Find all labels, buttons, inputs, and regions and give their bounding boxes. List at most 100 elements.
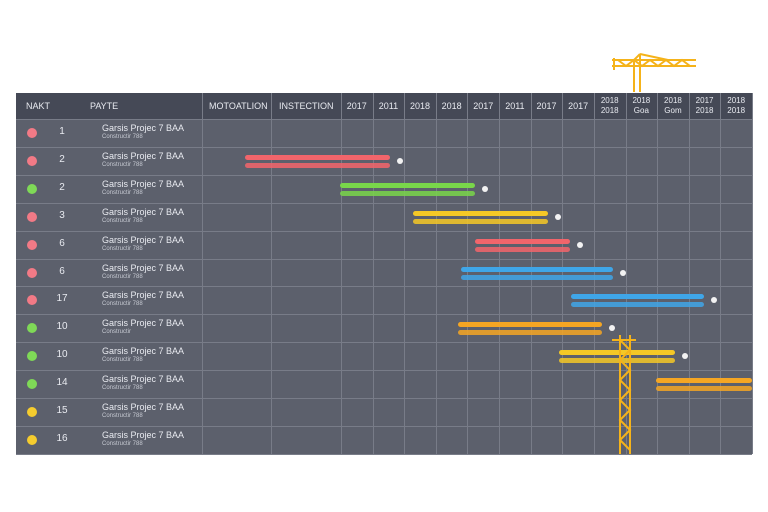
- grid-hline: [16, 314, 752, 316]
- task-number: 17: [56, 293, 68, 305]
- grid-vline: [435, 93, 437, 454]
- timeline-header-cell[interactable]: 2018 2018: [720, 93, 752, 122]
- bar-endpoint-handle[interactable]: [577, 241, 583, 248]
- task-row[interactable]: 2 Garsis Projec 7 BAA Constructir 788: [16, 147, 752, 175]
- bar-endpoint-handle[interactable]: [397, 157, 403, 164]
- task-title: Garsis Projec 7 BAA: [102, 318, 185, 329]
- task-row[interactable]: 6 Garsis Projec 7 BAA Constructir 788: [16, 259, 752, 287]
- status-dot: [27, 211, 37, 222]
- bar-endpoint-handle[interactable]: [682, 353, 688, 360]
- header-name[interactable]: NAKT: [26, 101, 51, 111]
- grid-vline: [530, 93, 532, 454]
- timeline-header-cell[interactable]: 2018 2018: [594, 93, 626, 122]
- task-subtitle: Constructir 788: [102, 161, 143, 168]
- timeline-header-cell[interactable]: 2018 Gom: [657, 93, 689, 122]
- header-inspection[interactable]: INSTECTION: [279, 101, 334, 111]
- task-title: Garsis Projec 7 BAA: [102, 290, 185, 301]
- task-number: 15: [56, 405, 68, 416]
- bar-endpoint-handle[interactable]: [482, 185, 488, 192]
- grid-vline: [752, 93, 753, 454]
- grid-hline: [16, 342, 752, 344]
- timeline-header-cell[interactable]: 2017 2018: [689, 93, 721, 122]
- grid-hline: [16, 258, 752, 260]
- grid-vline: [372, 93, 374, 454]
- task-row[interactable]: 1 Garsis Projec 7 BAA Constructir 788: [16, 119, 752, 147]
- timeline-label-part: 2018: [600, 96, 619, 105]
- header-motion[interactable]: MOTOATLION: [209, 101, 268, 111]
- status-dot: [27, 239, 37, 250]
- timeline-label-part: Gom: [664, 106, 682, 115]
- task-row[interactable]: 14 Garsis Projec 7 BAA Constructir 788: [16, 370, 752, 398]
- timeline-header-cell[interactable]: 2017: [536, 101, 557, 111]
- grid-hline: [16, 370, 752, 372]
- grid-vline: [625, 93, 627, 454]
- grid-vline: [341, 93, 342, 454]
- task-row[interactable]: 16 Garsis Projec 7 BAA Constructir 788: [16, 426, 752, 454]
- task-title: Garsis Projec 7 BAA: [102, 429, 185, 440]
- grid-hline: [16, 398, 752, 399]
- task-bar-segment: [340, 182, 475, 188]
- status-dot: [27, 295, 37, 306]
- task-row[interactable]: 10 Garsis Projec 7 BAA Constructir 788: [16, 342, 752, 370]
- task-row[interactable]: 17 Garsis Projec 7 BAA Constructir 788: [16, 286, 752, 314]
- task-subtitle: Constructir 788: [102, 245, 143, 252]
- timeline-header-cell[interactable]: 2011: [378, 101, 399, 111]
- status-dot: [27, 323, 37, 334]
- status-dot: [27, 128, 37, 138]
- timeline-header-cell[interactable]: 2017: [473, 101, 494, 111]
- bar-endpoint-handle[interactable]: [620, 269, 626, 276]
- task-row[interactable]: 6 Garsis Projec 7 BAA Constructir 788: [16, 231, 752, 259]
- timeline-header-cell[interactable]: 2018: [410, 101, 431, 111]
- task-title: Garsis Projec 7 BAA: [102, 262, 185, 273]
- task-number: 10: [56, 321, 68, 333]
- timeline-label-part: 2018: [600, 106, 619, 115]
- grid-vline: [688, 93, 690, 454]
- grid-vline: [720, 93, 722, 454]
- task-subtitle: Constructir 788: [102, 273, 143, 280]
- task-title: Garsis Projec 7 BAA: [102, 123, 185, 133]
- task-bar-segment: [559, 350, 675, 356]
- task-bar-segment: [458, 330, 602, 336]
- task-bar-segment: [245, 154, 390, 160]
- task-subtitle: Constructir 788: [102, 413, 143, 419]
- grid-vline: [404, 93, 406, 454]
- task-bar-segment: [656, 378, 752, 384]
- task-row[interactable]: 3 Garsis Projec 7 BAA Constructir 788: [16, 203, 752, 231]
- task-subtitle: Constructir 788: [102, 134, 143, 140]
- grid-vline: [657, 93, 659, 454]
- status-dot: [27, 434, 37, 445]
- timeline-header-cell[interactable]: 2011: [505, 101, 525, 111]
- crane-top-icon: [612, 53, 696, 92]
- task-bar-segment: [413, 218, 548, 224]
- timeline-header-cell[interactable]: 2017: [568, 101, 589, 111]
- timeline-label-part: 2018: [727, 96, 746, 105]
- timeline-header-cell[interactable]: 2018 Goa: [626, 93, 658, 122]
- header-phase[interactable]: PAYTE: [90, 101, 119, 111]
- task-bar-segment: [461, 274, 613, 280]
- task-number: 14: [56, 377, 68, 389]
- timeline-label-part: 2018: [695, 106, 714, 115]
- timeline-header-cell[interactable]: 2018: [441, 101, 462, 111]
- task-bar-segment: [340, 190, 475, 196]
- task-bar-segment: [559, 358, 675, 364]
- timeline-label-part: 2017: [695, 96, 714, 105]
- task-title: Garsis Projec 7 BAA: [102, 178, 185, 189]
- grid-hline: [16, 202, 752, 204]
- grid-hline: [16, 453, 752, 455]
- task-subtitle: Constructir 788: [102, 301, 143, 308]
- task-row[interactable]: 2 Garsis Projec 7 BAA Constructir 788: [16, 175, 752, 203]
- task-row[interactable]: 15 Garsis Projec 7 BAA Constructir 788: [16, 398, 752, 426]
- task-row[interactable]: 10 Garsis Projec 7 BAA Constructir: [16, 314, 752, 342]
- task-bar-segment: [571, 302, 704, 308]
- bar-endpoint-handle[interactable]: [609, 325, 615, 332]
- task-bar-segment: [475, 246, 570, 252]
- task-bar-segment: [656, 386, 752, 392]
- bar-endpoint-handle[interactable]: [711, 297, 717, 304]
- timeline-label-part: 2018: [664, 96, 682, 105]
- bar-endpoint-handle[interactable]: [555, 213, 561, 220]
- grid-vline: [593, 93, 595, 454]
- timeline-header-cell[interactable]: 2017: [346, 101, 367, 111]
- status-dot: [27, 407, 37, 417]
- task-title: Garsis Projec 7 BAA: [102, 150, 185, 161]
- task-number: 2: [59, 181, 65, 193]
